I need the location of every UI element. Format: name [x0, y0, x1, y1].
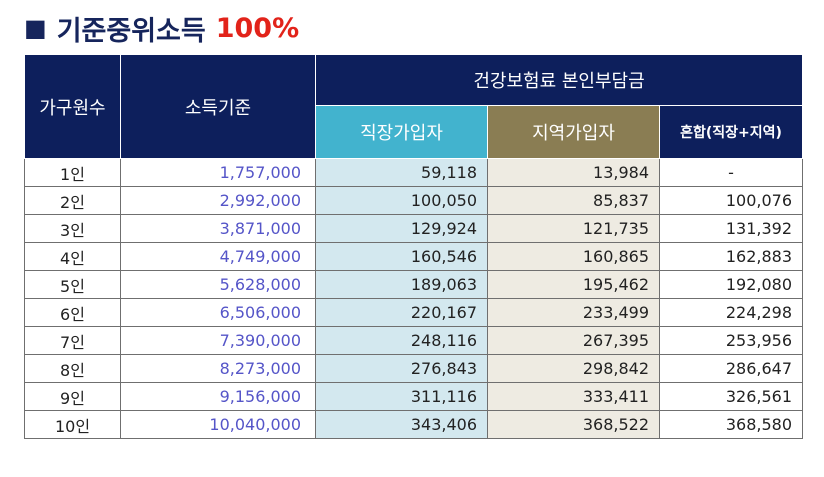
cell-income: 1,757,000	[120, 158, 316, 187]
cell-mixed: 100,076	[658, 186, 804, 215]
table-row: 4인 4,749,000 160,546 160,865 162,883	[24, 242, 804, 271]
premium-table: 가구원수 소득기준 건강보험료 본인부담금 직장가입자 지역가입자 혼합(직장+…	[24, 54, 804, 439]
header-regional: 지역가입자	[487, 105, 660, 159]
header-household: 가구원수	[24, 54, 121, 159]
cell-regional: 267,395	[487, 326, 660, 355]
cell-household: 3인	[24, 214, 121, 243]
cell-income: 7,390,000	[120, 326, 316, 355]
square-bullet-icon: ■	[24, 14, 47, 42]
cell-income: 2,992,000	[120, 186, 316, 215]
cell-household: 6인	[24, 298, 121, 327]
cell-regional: 121,735	[487, 214, 660, 243]
cell-mixed: -	[658, 158, 804, 187]
table-row: 6인 6,506,000 220,167 233,499 224,298	[24, 298, 804, 327]
cell-regional: 298,842	[487, 354, 660, 383]
table-row: 10인 10,040,000 343,406 368,522 368,580	[24, 410, 804, 439]
cell-household: 10인	[24, 410, 121, 439]
cell-income: 10,040,000	[120, 410, 316, 439]
cell-mixed: 286,647	[658, 354, 804, 383]
cell-employee: 129,924	[315, 214, 488, 243]
cell-household: 1인	[24, 158, 121, 187]
cell-regional: 233,499	[487, 298, 660, 327]
cell-employee: 59,118	[315, 158, 488, 187]
cell-income: 9,156,000	[120, 382, 316, 411]
cell-employee: 100,050	[315, 186, 488, 215]
cell-employee: 311,116	[315, 382, 488, 411]
cell-mixed: 326,561	[658, 382, 804, 411]
cell-household: 4인	[24, 242, 121, 271]
cell-income: 4,749,000	[120, 242, 316, 271]
table-row: 1인 1,757,000 59,118 13,984-	[24, 158, 804, 187]
table-row: 7인 7,390,000 248,116 267,395 253,956	[24, 326, 804, 355]
title-percent: 100%	[215, 12, 300, 44]
cell-income: 8,273,000	[120, 354, 316, 383]
header-income: 소득기준	[120, 54, 316, 159]
cell-regional: 195,462	[487, 270, 660, 299]
table-row: 3인 3,871,000 129,924 121,735 131,392	[24, 214, 804, 243]
page-title: ■ 기준중위소득 100%	[24, 8, 299, 48]
cell-household: 5인	[24, 270, 121, 299]
cell-regional: 13,984	[487, 158, 660, 187]
cell-household: 8인	[24, 354, 121, 383]
cell-mixed: 131,392	[658, 214, 804, 243]
cell-household: 2인	[24, 186, 121, 215]
cell-regional: 368,522	[487, 410, 660, 439]
cell-mixed: 192,080	[658, 270, 804, 299]
cell-mixed: 253,956	[658, 326, 804, 355]
cell-employee: 343,406	[315, 410, 488, 439]
table-row: 5인 5,628,000 189,063 195,462 192,080	[24, 270, 804, 299]
cell-mixed: 368,580	[658, 410, 804, 439]
header-employee: 직장가입자	[315, 105, 488, 159]
cell-mixed: 162,883	[658, 242, 804, 271]
table-row: 9인 9,156,000 311,116 333,411 326,561	[24, 382, 804, 411]
cell-regional: 85,837	[487, 186, 660, 215]
cell-employee: 248,116	[315, 326, 488, 355]
cell-regional: 160,865	[487, 242, 660, 271]
header-premium-group: 건강보험료 본인부담금	[314, 54, 804, 106]
title-text: 기준중위소득	[56, 15, 206, 47]
cell-income: 3,871,000	[120, 214, 316, 243]
cell-mixed: 224,298	[658, 298, 804, 327]
table-row: 8인 8,273,000 276,843 298,842 286,647	[24, 354, 804, 383]
cell-household: 9인	[24, 382, 121, 411]
cell-regional: 333,411	[487, 382, 660, 411]
cell-income: 6,506,000	[120, 298, 316, 327]
table-row: 2인 2,992,000 100,050 85,837 100,076	[24, 186, 804, 215]
header-mixed: 혼합(직장+지역)	[658, 105, 804, 159]
cell-income: 5,628,000	[120, 270, 316, 299]
cell-household: 7인	[24, 326, 121, 355]
cell-employee: 160,546	[315, 242, 488, 271]
cell-employee: 276,843	[315, 354, 488, 383]
cell-employee: 189,063	[315, 270, 488, 299]
cell-employee: 220,167	[315, 298, 488, 327]
